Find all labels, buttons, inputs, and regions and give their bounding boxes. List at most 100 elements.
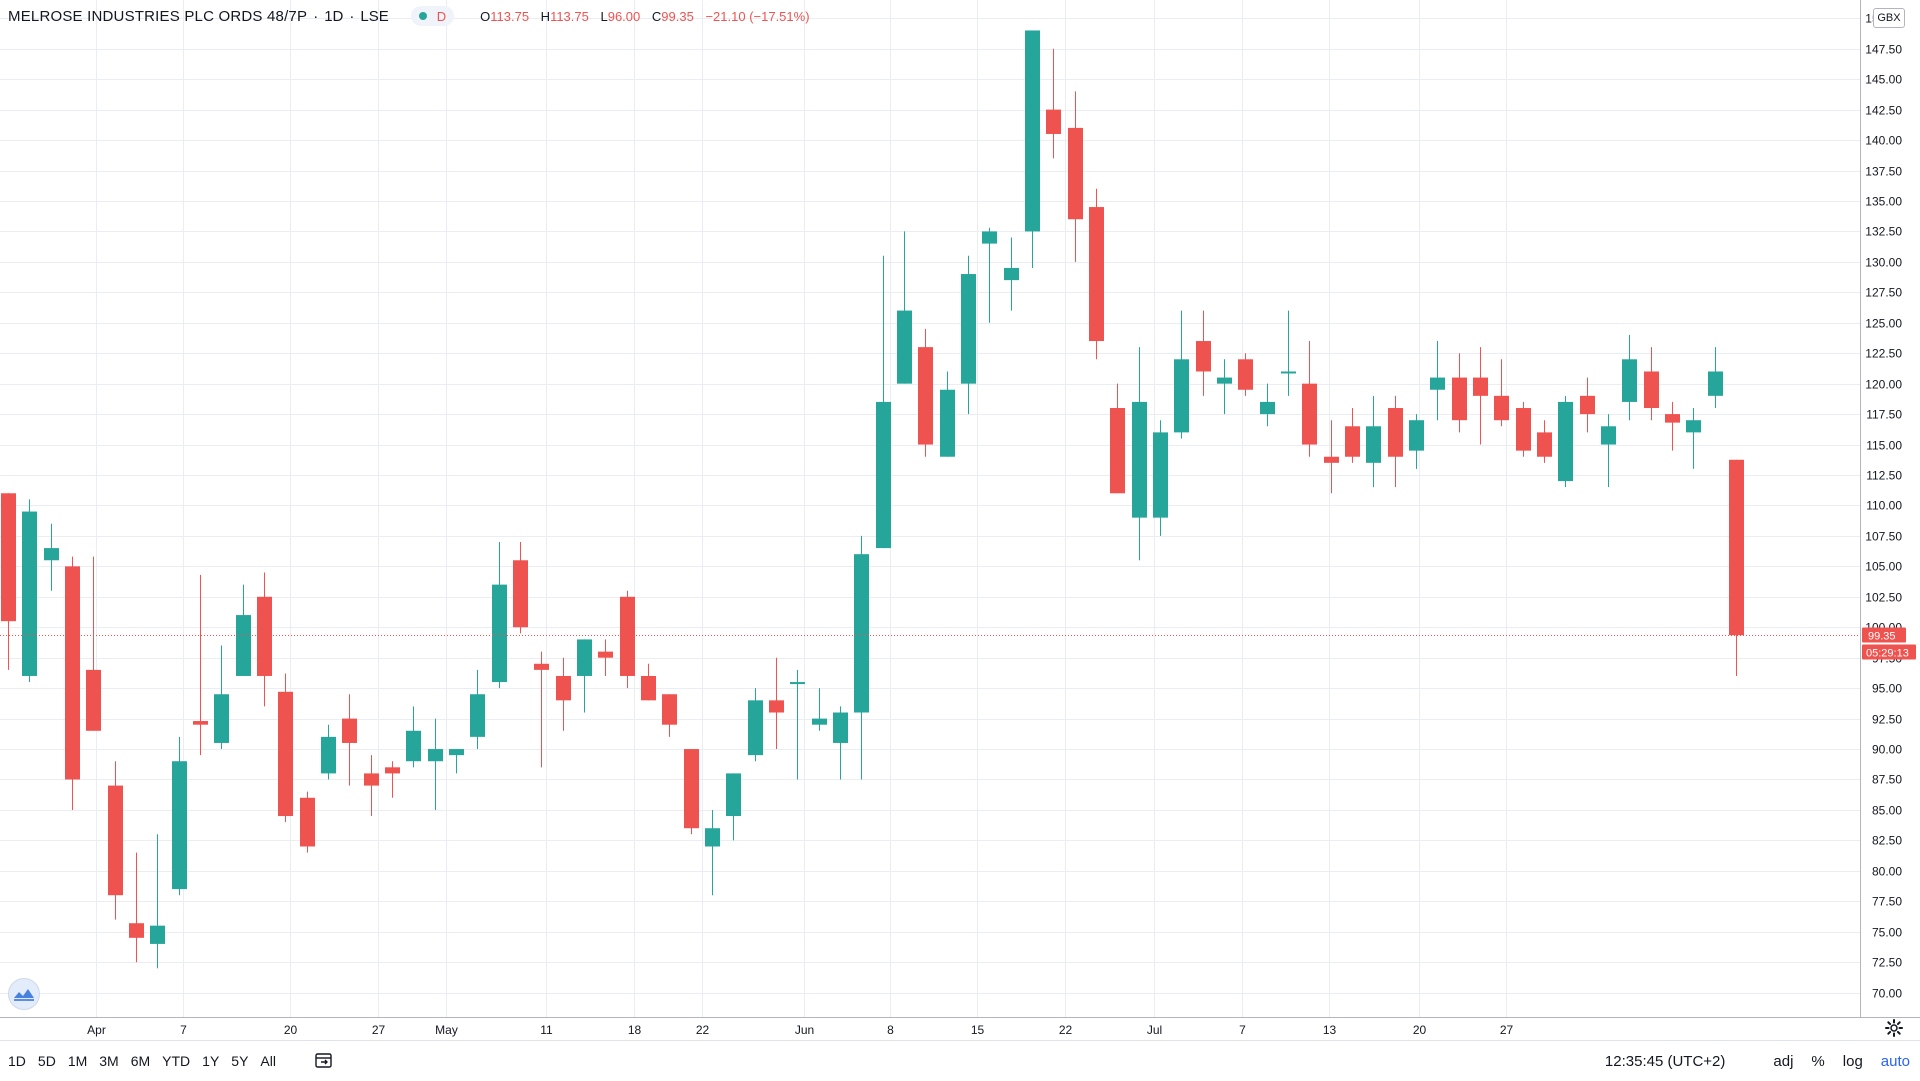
interval-label[interactable]: 1D: [324, 7, 344, 25]
candle[interactable]: [86, 556, 101, 731]
candle[interactable]: [428, 718, 443, 810]
candle[interactable]: [1196, 310, 1211, 396]
candle[interactable]: [470, 669, 485, 750]
candle[interactable]: [1601, 414, 1616, 488]
candle[interactable]: [1046, 48, 1061, 159]
candle[interactable]: [812, 688, 827, 731]
candle[interactable]: [1324, 420, 1339, 494]
candle[interactable]: [854, 535, 869, 780]
price-axis[interactable]: 70.00 72.50 75.00 77.50 80.00 82.50 85.00 87.50…: [1865, 12, 1902, 1001]
symbol-name[interactable]: MELROSE INDUSTRIES PLC ORDS 48/7P: [8, 7, 308, 25]
candle[interactable]: [1068, 91, 1083, 262]
auto-toggle[interactable]: auto: [1880, 1053, 1910, 1070]
candle[interactable]: [150, 834, 165, 969]
candle[interactable]: [940, 371, 955, 457]
candle[interactable]: [321, 724, 336, 780]
candle[interactable]: [1430, 341, 1445, 421]
candle[interactable]: [1644, 347, 1659, 421]
range-1y[interactable]: 1Y: [202, 1053, 220, 1069]
candle[interactable]: [22, 499, 37, 683]
candle[interactable]: [1025, 30, 1040, 268]
candle[interactable]: [662, 694, 677, 737]
candle[interactable]: [684, 749, 699, 835]
candle[interactable]: [1174, 310, 1189, 439]
candle[interactable]: [726, 773, 741, 841]
tradingview-logo-icon[interactable]: [8, 978, 40, 1010]
log-toggle[interactable]: log: [1842, 1053, 1863, 1070]
candle[interactable]: [44, 523, 59, 591]
candle[interactable]: [364, 755, 379, 817]
candle[interactable]: [1665, 401, 1680, 451]
candle[interactable]: [108, 761, 123, 920]
candle[interactable]: [278, 673, 293, 823]
candle[interactable]: [406, 706, 421, 768]
candle[interactable]: [1110, 383, 1125, 494]
candle[interactable]: [641, 663, 656, 701]
candle[interactable]: [1473, 347, 1488, 445]
range-ytd[interactable]: YTD: [162, 1053, 191, 1069]
candle[interactable]: [1452, 353, 1467, 433]
adj-toggle[interactable]: adj: [1773, 1053, 1794, 1070]
candle[interactable]: [236, 584, 251, 676]
candle[interactable]: [876, 255, 891, 549]
candle[interactable]: [385, 761, 400, 798]
candle[interactable]: [598, 639, 613, 676]
candle[interactable]: [1537, 420, 1552, 463]
range-5y[interactable]: 5Y: [231, 1053, 249, 1069]
candle[interactable]: [1345, 408, 1360, 463]
candle[interactable]: [1388, 395, 1403, 488]
candle[interactable]: [172, 736, 187, 896]
candle[interactable]: [748, 688, 763, 762]
candle[interactable]: [769, 657, 784, 750]
candle[interactable]: [257, 572, 272, 707]
candle[interactable]: [1729, 459, 1744, 676]
candle[interactable]: [1686, 408, 1701, 469]
candle[interactable]: [1622, 334, 1637, 421]
candle[interactable]: [342, 694, 357, 786]
candle[interactable]: [897, 231, 912, 384]
candle[interactable]: [1580, 377, 1595, 433]
candle[interactable]: [1302, 341, 1317, 457]
candle[interactable]: [1260, 383, 1275, 427]
candle[interactable]: [1004, 237, 1019, 311]
candle[interactable]: [1409, 414, 1424, 469]
range-1m[interactable]: 1M: [67, 1053, 88, 1069]
candle[interactable]: [534, 651, 549, 768]
clock-label[interactable]: 12:35:45 (UTC+2): [1604, 1053, 1726, 1070]
candle[interactable]: [1238, 353, 1253, 396]
candle[interactable]: [1089, 188, 1104, 360]
candle[interactable]: [1217, 359, 1232, 415]
candle[interactable]: [556, 657, 571, 731]
candle[interactable]: [705, 809, 720, 896]
candle[interactable]: [492, 541, 507, 689]
candle[interactable]: [833, 706, 848, 780]
candle[interactable]: [449, 749, 464, 774]
candle[interactable]: [1558, 395, 1573, 488]
candle[interactable]: [193, 574, 208, 756]
candle[interactable]: [1494, 359, 1509, 427]
candlestick-chart[interactable]: 70.00 72.50 75.00 77.50 80.00 82.50 85.00 87.50…: [0, 0, 1920, 1040]
candle[interactable]: [620, 590, 635, 689]
candle[interactable]: [1153, 420, 1168, 536]
range-1d[interactable]: 1D: [8, 1053, 26, 1069]
candle[interactable]: [214, 645, 229, 750]
candle[interactable]: [1, 493, 16, 670]
candle[interactable]: [1516, 401, 1531, 457]
gear-icon[interactable]: [1884, 1018, 1904, 1038]
candle[interactable]: [1281, 310, 1296, 396]
calendar-goto-icon[interactable]: [314, 1051, 334, 1069]
candle[interactable]: [513, 541, 528, 634]
candle[interactable]: [1132, 347, 1147, 561]
candle[interactable]: [577, 639, 592, 713]
range-5d[interactable]: 5D: [37, 1053, 56, 1069]
candle[interactable]: [1708, 347, 1723, 409]
market-status-pill[interactable]: D: [410, 6, 455, 26]
exchange-label[interactable]: LSE: [360, 7, 389, 25]
candle[interactable]: [961, 255, 976, 415]
range-all[interactable]: All: [260, 1053, 276, 1069]
range-6m[interactable]: 6M: [130, 1053, 151, 1069]
candle[interactable]: [65, 556, 80, 810]
candle[interactable]: [129, 852, 144, 963]
range-3m[interactable]: 3M: [99, 1053, 119, 1069]
candle[interactable]: [918, 328, 933, 457]
